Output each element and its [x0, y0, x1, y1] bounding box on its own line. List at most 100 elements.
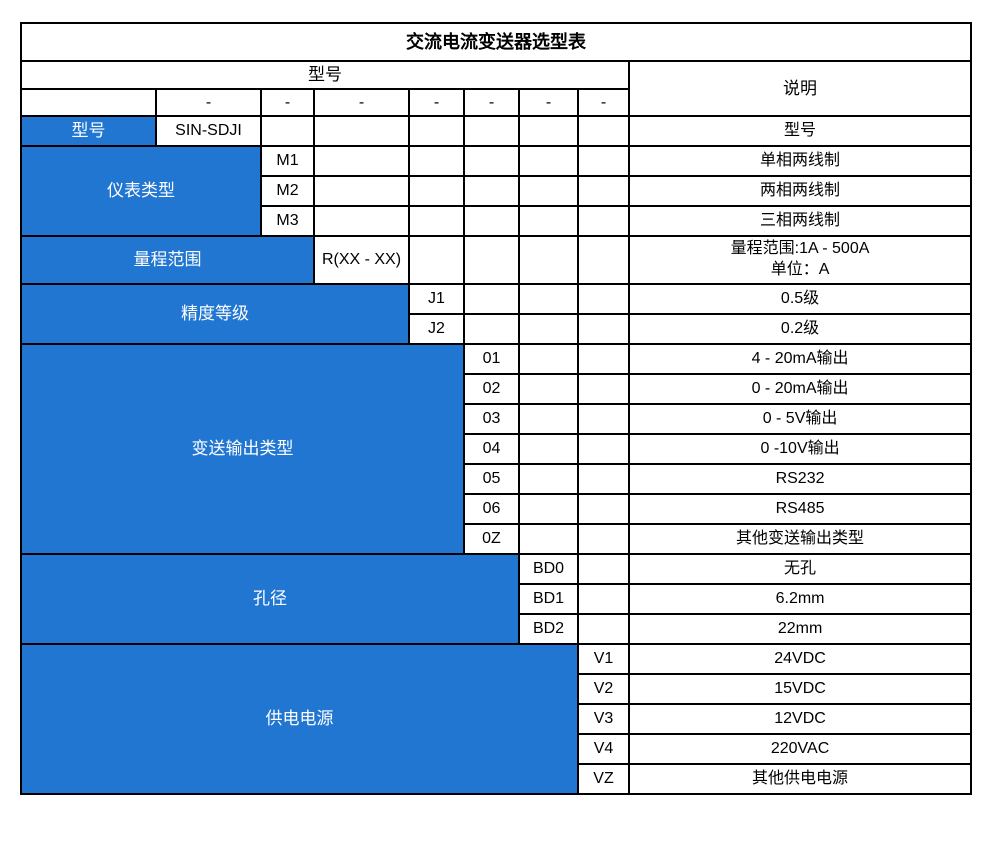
empty-cell: [577, 313, 630, 345]
description-cell: 12VDC: [627, 703, 973, 735]
empty-cell: [577, 433, 630, 465]
description-cell: RS485: [627, 493, 973, 525]
dash-cell: -: [155, 88, 262, 117]
table-row: 0Z 其他变送输出类型: [21, 523, 973, 555]
description-cell: 型号: [627, 115, 973, 147]
table-row: J2 0.2级: [21, 313, 973, 345]
empty-cell: [518, 145, 579, 177]
code-cell: 0Z: [463, 523, 520, 555]
description-cell: 4 - 20mA输出: [627, 343, 973, 375]
table-row: VZ 其他供电电源: [21, 763, 973, 795]
code-cell: V2: [577, 673, 630, 705]
empty-cell: [313, 205, 410, 237]
empty-cell: [577, 523, 630, 555]
dash-cell: -: [408, 88, 465, 117]
empty-cell: [408, 145, 465, 177]
selection-table: 交流电流变送器选型表 型号 说明 - - - - - - - 型号 SIN-SD…: [19, 22, 973, 795]
empty-cell: [577, 613, 630, 645]
code-cell: 01: [463, 343, 520, 375]
code-cell: SIN-SDJI: [155, 115, 262, 147]
empty-cell: [463, 145, 520, 177]
code-cell: BD2: [518, 613, 579, 645]
section-label-cell: 精度等级: [20, 283, 410, 345]
empty-cell: [518, 175, 579, 207]
description-cell: 其他变送输出类型: [627, 523, 973, 555]
description-line: 单位：A: [770, 261, 830, 278]
empty-cell: [260, 115, 315, 147]
code-cell: 02: [463, 373, 520, 405]
empty-cell: [463, 313, 520, 345]
table-row: 03 0 - 5V输出: [21, 403, 973, 435]
description-cell: 两相两线制: [627, 175, 973, 207]
empty-cell: [313, 115, 410, 147]
empty-cell: [577, 145, 630, 177]
dash-cell: -: [313, 88, 410, 117]
empty-cell: [518, 403, 579, 435]
table-row: - - - - - - -: [20, 88, 971, 117]
table-row: 供电电源 V1 24VDC: [20, 643, 973, 795]
empty-cell: [518, 523, 579, 555]
empty-cell: [463, 283, 520, 315]
empty-cell: [463, 205, 520, 237]
description-cell: 220VAC: [627, 733, 973, 765]
description-cell: RS232: [627, 463, 973, 495]
code-cell: 04: [463, 433, 520, 465]
empty-cell: [577, 175, 630, 207]
empty-cell: [577, 403, 630, 435]
description-cell: 0.5级: [627, 283, 973, 315]
code-cell: M3: [260, 205, 315, 237]
description-cell: 0 - 5V输出: [627, 403, 973, 435]
table-row: 型号 SIN-SDJI 型号: [20, 115, 973, 147]
dash-cell: -: [577, 88, 630, 117]
code-cell: M2: [260, 175, 315, 207]
table-row: BD1 6.2mm: [21, 583, 973, 615]
empty-cell: [20, 88, 157, 117]
description-cell: 无孔: [627, 553, 973, 585]
empty-cell: [518, 313, 579, 345]
empty-cell: [518, 463, 579, 495]
page-title: 交流电流变送器选型表: [19, 22, 973, 62]
empty-cell: [518, 373, 579, 405]
description-line: 量程范围:1A - 500A: [730, 240, 870, 258]
table-row: BD2 22mm: [21, 613, 973, 645]
code-cell: M1: [260, 145, 315, 177]
table-row: V3 12VDC: [21, 703, 973, 735]
section-label-cell: 仪表类型: [20, 145, 262, 237]
empty-cell: [518, 343, 579, 375]
empty-cell: [577, 553, 630, 585]
table-row: V4 220VAC: [21, 733, 973, 765]
description-cell: 0 -10V输出: [627, 433, 973, 465]
dash-cell: -: [518, 88, 579, 117]
empty-cell: [577, 205, 630, 237]
section-label-cell: 供电电源: [20, 643, 579, 795]
table-row: 孔径 BD0 无孔: [20, 553, 973, 645]
code-cell: BD0: [518, 553, 579, 585]
empty-cell: [408, 115, 465, 147]
code-cell: V1: [577, 643, 630, 675]
section-label-cell: 变送输出类型: [20, 343, 465, 555]
description-cell: 6.2mm: [627, 583, 973, 615]
table-row: 02 0 - 20mA输出: [21, 373, 973, 405]
table-row: 量程范围 R(XX - XX) 量程范围:1A - 500A 单位：A: [20, 235, 973, 285]
table-row: 精度等级 J1 0.5级: [20, 283, 973, 345]
empty-cell: [577, 115, 630, 147]
table-row: 04 0 -10V输出: [21, 433, 973, 465]
code-cell: 05: [463, 463, 520, 495]
code-cell: J1: [408, 283, 465, 315]
description-header: 说明: [627, 60, 973, 117]
code-cell: VZ: [577, 763, 630, 795]
empty-cell: [577, 463, 630, 495]
description-cell: 0 - 20mA输出: [627, 373, 973, 405]
empty-cell: [313, 175, 410, 207]
table-row: 型号 说明: [20, 60, 973, 117]
table-row: M2 两相两线制: [21, 175, 973, 207]
empty-cell: [518, 115, 579, 147]
section-label-cell: 型号: [20, 115, 157, 147]
code-cell: 03: [463, 403, 520, 435]
table-row: 变送输出类型 01 4 - 20mA输出: [20, 343, 973, 555]
empty-cell: [518, 235, 579, 285]
empty-cell: [577, 283, 630, 315]
empty-cell: [463, 115, 520, 147]
code-cell: BD1: [518, 583, 579, 615]
empty-cell: [463, 235, 520, 285]
